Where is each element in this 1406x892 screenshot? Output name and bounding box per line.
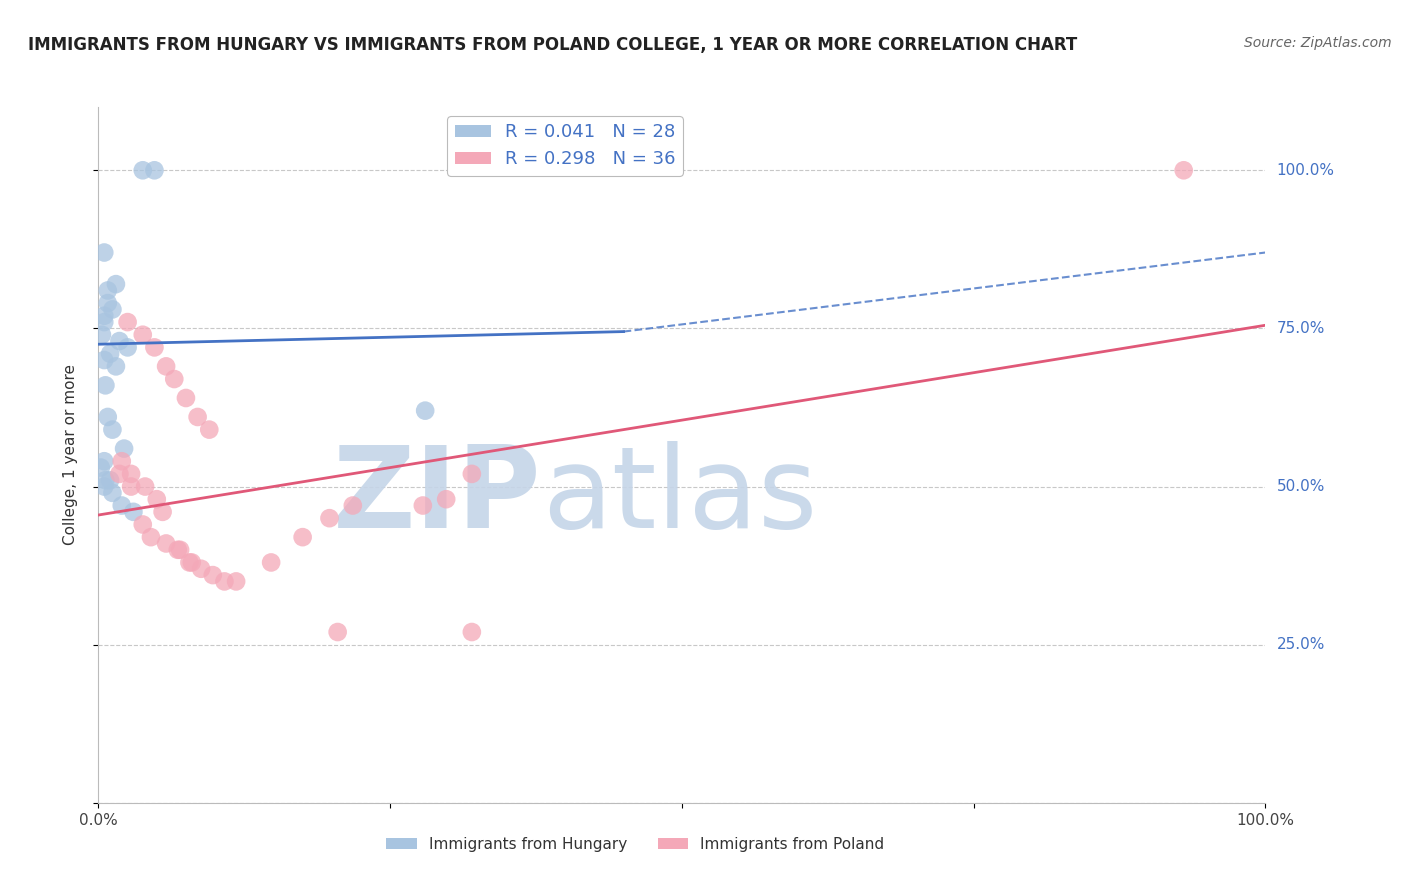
Point bbox=[342, 499, 364, 513]
Point bbox=[111, 454, 134, 468]
Point bbox=[93, 309, 115, 323]
Point bbox=[93, 245, 115, 260]
Point bbox=[434, 492, 457, 507]
Point bbox=[93, 315, 115, 329]
Text: Source: ZipAtlas.com: Source: ZipAtlas.com bbox=[1244, 36, 1392, 50]
Text: 50.0%: 50.0% bbox=[1277, 479, 1324, 494]
Point bbox=[169, 542, 191, 557]
Point bbox=[120, 479, 142, 493]
Point bbox=[93, 454, 115, 468]
Point bbox=[413, 403, 436, 417]
Point bbox=[101, 423, 124, 437]
Point bbox=[90, 460, 112, 475]
Point bbox=[111, 499, 134, 513]
Point bbox=[122, 505, 145, 519]
Point bbox=[98, 473, 121, 487]
Point bbox=[94, 378, 117, 392]
Point bbox=[101, 302, 124, 317]
Point bbox=[112, 442, 135, 456]
Point bbox=[190, 562, 212, 576]
Point bbox=[225, 574, 247, 589]
Point bbox=[117, 315, 139, 329]
Point bbox=[143, 340, 166, 354]
Point bbox=[461, 467, 484, 481]
Point bbox=[166, 542, 188, 557]
Point bbox=[98, 347, 121, 361]
Point bbox=[108, 467, 131, 481]
Point bbox=[412, 499, 434, 513]
Point bbox=[187, 409, 209, 424]
Point bbox=[90, 327, 112, 342]
Point bbox=[318, 511, 340, 525]
Point bbox=[163, 372, 186, 386]
Point bbox=[134, 479, 156, 493]
Point bbox=[214, 574, 236, 589]
Point bbox=[461, 625, 484, 640]
Point bbox=[326, 625, 349, 640]
Point bbox=[198, 423, 221, 437]
Point bbox=[101, 486, 124, 500]
Point bbox=[104, 277, 127, 292]
Point bbox=[94, 473, 117, 487]
Point bbox=[174, 391, 197, 405]
Text: atlas: atlas bbox=[541, 442, 817, 552]
Point bbox=[120, 467, 142, 481]
Y-axis label: College, 1 year or more: College, 1 year or more bbox=[63, 365, 77, 545]
Point bbox=[143, 163, 166, 178]
Point bbox=[180, 556, 202, 570]
Point bbox=[93, 479, 115, 493]
Legend: Immigrants from Hungary, Immigrants from Poland: Immigrants from Hungary, Immigrants from… bbox=[380, 830, 890, 858]
Text: IMMIGRANTS FROM HUNGARY VS IMMIGRANTS FROM POLAND COLLEGE, 1 YEAR OR MORE CORREL: IMMIGRANTS FROM HUNGARY VS IMMIGRANTS FR… bbox=[28, 36, 1077, 54]
Point bbox=[152, 505, 174, 519]
Text: ZIP: ZIP bbox=[333, 442, 541, 552]
Point bbox=[132, 517, 155, 532]
Point bbox=[179, 556, 201, 570]
Point bbox=[97, 409, 120, 424]
Point bbox=[132, 327, 155, 342]
Point bbox=[97, 284, 120, 298]
Point bbox=[117, 340, 139, 354]
Point bbox=[108, 334, 131, 348]
Text: 100.0%: 100.0% bbox=[1277, 163, 1334, 178]
Text: 25.0%: 25.0% bbox=[1277, 637, 1324, 652]
Point bbox=[260, 556, 283, 570]
Text: 75.0%: 75.0% bbox=[1277, 321, 1324, 336]
Point bbox=[146, 492, 169, 507]
Point bbox=[132, 163, 155, 178]
Point bbox=[155, 536, 177, 550]
Point bbox=[93, 353, 115, 368]
Point bbox=[155, 359, 177, 374]
Point bbox=[139, 530, 162, 544]
Point bbox=[291, 530, 314, 544]
Point bbox=[201, 568, 224, 582]
Point bbox=[97, 296, 120, 310]
Point bbox=[1173, 163, 1195, 178]
Point bbox=[104, 359, 127, 374]
